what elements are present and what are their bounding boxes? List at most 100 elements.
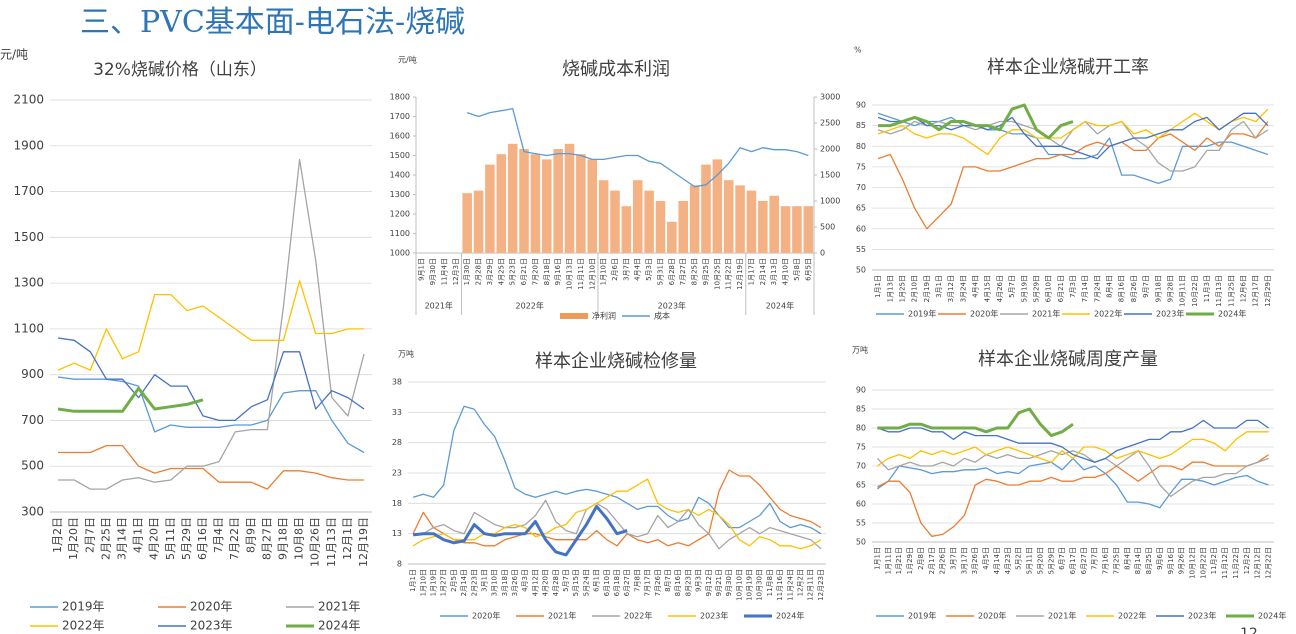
x-tick-label: 9月18日 <box>276 517 289 560</box>
x-tick-label: 7月17日 <box>644 569 652 596</box>
x-tick-label: 3月29日 <box>486 258 494 285</box>
bar <box>598 180 609 253</box>
x-tick-label: 2月8日 <box>917 547 925 570</box>
x-tick-label: 9月18日 <box>1154 275 1162 302</box>
series-line <box>877 112 1269 160</box>
year-group-label: 2024年 <box>766 301 794 311</box>
x-tick-label: 9月6日 <box>1156 547 1164 570</box>
y-tick-label: 1300 <box>390 190 410 199</box>
x-tick-label: 7月4日 <box>212 517 225 553</box>
y-tick-label: 55 <box>856 519 866 528</box>
bar <box>462 193 472 253</box>
x-tick-label: 5月2日 <box>1015 547 1023 570</box>
year-group-label: 2022年 <box>516 301 544 311</box>
x-tick-label: 3月24日 <box>959 275 967 302</box>
series-line <box>58 444 364 490</box>
x-tick-label: 3月26日 <box>511 569 519 596</box>
x-tick-label: 1月19日 <box>429 569 437 596</box>
x-tick-label: 1月17日 <box>747 258 755 285</box>
bar <box>746 190 757 253</box>
series-line <box>878 103 1074 140</box>
series-line <box>412 504 628 557</box>
x-tick-label: 2月14日 <box>460 569 468 596</box>
y-tick-label: 75 <box>856 162 866 171</box>
bar <box>632 180 643 253</box>
year-group-label: 2023年 <box>658 301 686 311</box>
x-tick-label: 7月3日 <box>1069 275 1077 298</box>
y-tick-label: 23 <box>392 469 402 478</box>
x-tick-label: 9月3日 <box>695 569 703 592</box>
series-line <box>877 454 1269 537</box>
x-tick-label: 8月25日 <box>691 258 699 285</box>
x-tick-label: 12月19日 <box>357 517 370 567</box>
chart-title: 样本企业烧碱检修量 <box>535 351 697 372</box>
y-tick-label: 60 <box>856 224 866 233</box>
bar <box>758 201 768 253</box>
x-tick-label: 12月1日 <box>341 517 354 560</box>
series-line <box>877 431 1269 467</box>
x-tick-label: 3月26日 <box>971 547 979 574</box>
x-tick-label: 10月11日 <box>1179 275 1187 307</box>
bar <box>621 206 632 253</box>
series-line <box>876 450 1269 498</box>
bar <box>769 195 779 253</box>
y-tick-label: 28 <box>392 438 402 447</box>
x-tick-label: 5月11日 <box>164 517 177 560</box>
bar <box>507 143 518 253</box>
x-tick-label: 11月4日 <box>440 258 448 285</box>
series-line <box>412 405 822 535</box>
y-tick-label: 900 <box>21 367 44 381</box>
y-tick-label: 18 <box>392 499 402 508</box>
series-line <box>412 469 822 547</box>
x-tick-label: 3月7日 <box>949 547 957 570</box>
x-tick-label: 12月12日 <box>1254 547 1262 579</box>
x-tick-label: 1月10日 <box>600 258 608 285</box>
x-tick-label: 12月6日 <box>1240 275 1248 302</box>
x-tick-label: 1月11日 <box>884 547 892 574</box>
x-tick-label: 10月12日 <box>1189 547 1197 579</box>
y-tick-label: 75 <box>856 443 866 452</box>
x-tick-label: 12月2日 <box>797 569 805 596</box>
y-tick-label: 80 <box>856 424 866 433</box>
x-tick-label: 3月12日 <box>947 275 955 302</box>
x-tick-label: 1月27日 <box>440 569 448 596</box>
x-tick-label: 1月2日 <box>51 517 64 553</box>
bar <box>496 154 507 253</box>
legend-swatch <box>560 313 588 319</box>
x-tick-label: 3月1日 <box>935 275 943 298</box>
y-axis-unit: 万吨 <box>398 349 414 359</box>
x-tick-label: 9月16日 <box>1167 547 1175 574</box>
x-tick-label: 6月10日 <box>1045 275 1053 302</box>
y2-tick-label: 500 <box>820 223 835 232</box>
x-tick-label: 2月19日 <box>923 275 931 302</box>
x-tick-label: 12月10日 <box>588 258 596 290</box>
x-tick-label: 3月13日 <box>770 258 778 285</box>
x-tick-label: 6月27日 <box>623 569 631 596</box>
x-tick-label: 1月1日 <box>409 569 417 592</box>
x-tick-label: 11月12日 <box>1221 547 1229 579</box>
x-tick-label: 5月24日 <box>582 569 590 596</box>
bar <box>689 185 700 253</box>
y-tick-label: 2100 <box>13 93 44 107</box>
x-tick-label: 2月28日 <box>475 258 483 285</box>
x-tick-label: 6月28日 <box>668 258 676 285</box>
bar <box>712 159 723 253</box>
x-tick-label: 7月25日 <box>1112 547 1120 574</box>
bar <box>644 190 654 253</box>
x-tick-label: 2月26日 <box>939 547 947 574</box>
x-tick-label: 11月22日 <box>1232 547 1240 579</box>
y-tick-label: 1400 <box>390 171 410 180</box>
x-tick-label: 7月16日 <box>1102 547 1110 574</box>
x-tick-label: 7月26日 <box>654 569 662 596</box>
x-tick-label: 3月10日 <box>491 569 499 596</box>
x-tick-label: 5月11日 <box>1026 547 1034 574</box>
x-tick-label: 1月1日 <box>874 275 882 298</box>
y-tick-label: 1000 <box>390 249 410 258</box>
bar <box>576 154 586 253</box>
x-tick-label: 11月13日 <box>325 517 338 567</box>
bar <box>723 180 734 253</box>
x-tick-label: 10月22日 <box>1199 547 1207 579</box>
series-line <box>57 280 364 371</box>
bar <box>792 206 802 253</box>
y-tick-label: 55 <box>856 245 866 254</box>
